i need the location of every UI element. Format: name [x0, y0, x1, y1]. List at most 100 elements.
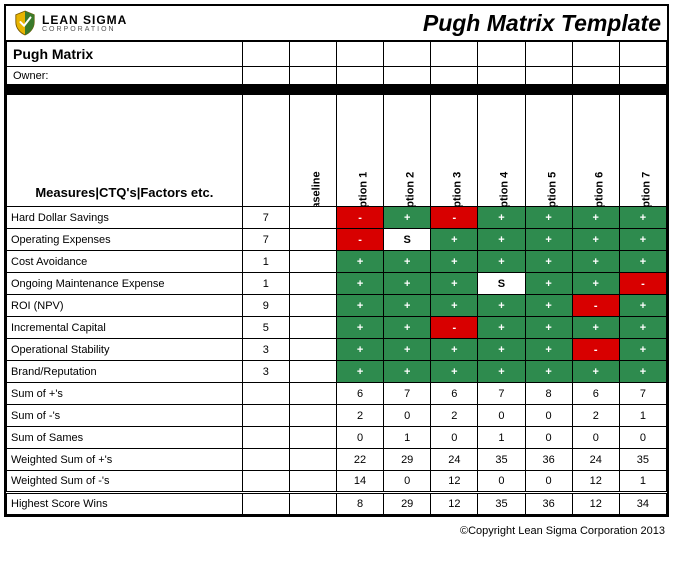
score-cell: + — [619, 229, 666, 251]
score-cell: - — [619, 273, 666, 295]
blank — [478, 67, 525, 85]
summary-value: 0 — [572, 427, 619, 449]
score-cell: + — [336, 295, 383, 317]
logo: LEAN SIGMA CORPORATION — [6, 6, 423, 40]
score-cell: + — [336, 317, 383, 339]
blank — [289, 383, 336, 405]
blank — [619, 67, 666, 85]
score-cell: + — [384, 251, 431, 273]
criteria-label: Ongoing Maintenance Expense — [7, 273, 243, 295]
summary-label: Weighted Sum of -'s — [7, 471, 243, 493]
score-cell: + — [572, 361, 619, 383]
logo-text-block: LEAN SIGMA CORPORATION — [42, 14, 127, 33]
summary-value: 7 — [384, 383, 431, 405]
score-cell: + — [619, 207, 666, 229]
score-cell: + — [525, 273, 572, 295]
final-value: 36 — [525, 493, 572, 515]
summary-value: 0 — [525, 471, 572, 493]
baseline-value — [289, 207, 336, 229]
summary-value: 14 — [336, 471, 383, 493]
criteria-label: Incremental Capital — [7, 317, 243, 339]
summary-value: 1 — [619, 405, 666, 427]
summary-value: 1 — [384, 427, 431, 449]
summary-value: 24 — [431, 449, 478, 471]
score-cell: + — [525, 251, 572, 273]
criteria-label: Cost Avoidance — [7, 251, 243, 273]
criteria-label: Operational Stability — [7, 339, 243, 361]
score-cell: - — [336, 207, 383, 229]
final-value: 12 — [431, 493, 478, 515]
score-cell: + — [525, 361, 572, 383]
final-value: 12 — [572, 493, 619, 515]
summary-value: 0 — [619, 427, 666, 449]
final-value: 35 — [478, 493, 525, 515]
summary-value: 0 — [384, 471, 431, 493]
summary-value: 7 — [619, 383, 666, 405]
score-cell: + — [525, 317, 572, 339]
importance-value: 9 — [242, 295, 289, 317]
score-cell: + — [478, 339, 525, 361]
divider — [572, 85, 619, 95]
final-value: 29 — [384, 493, 431, 515]
score-cell: - — [572, 339, 619, 361]
col-option-3: Option 3 — [431, 95, 478, 207]
score-cell: + — [572, 229, 619, 251]
summary-value: 2 — [572, 405, 619, 427]
score-cell: + — [336, 273, 383, 295]
blank — [242, 405, 289, 427]
divider — [336, 85, 383, 95]
summary-value: 12 — [431, 471, 478, 493]
score-cell: + — [384, 273, 431, 295]
summary-label: Weighted Sum of +'s — [7, 449, 243, 471]
blank — [289, 449, 336, 471]
baseline-value — [289, 361, 336, 383]
shield-icon — [14, 10, 36, 36]
blank — [242, 493, 289, 515]
summary-value: 7 — [478, 383, 525, 405]
copyright: ©Copyright Lean Sigma Corporation 2013 — [0, 521, 673, 539]
final-value: 8 — [336, 493, 383, 515]
score-cell: + — [431, 229, 478, 251]
divider — [289, 85, 336, 95]
score-cell: S — [384, 229, 431, 251]
summary-label: Sum of Sames — [7, 427, 243, 449]
section-title: Pugh Matrix — [7, 42, 243, 67]
score-cell: + — [619, 295, 666, 317]
score-cell: - — [431, 207, 478, 229]
summary-value: 0 — [336, 427, 383, 449]
importance-value: 3 — [242, 339, 289, 361]
summary-value: 0 — [384, 405, 431, 427]
baseline-value — [289, 339, 336, 361]
importance-value: 7 — [242, 207, 289, 229]
baseline-value — [289, 273, 336, 295]
summary-value: 2 — [431, 405, 478, 427]
summary-value: 36 — [525, 449, 572, 471]
score-cell: - — [431, 317, 478, 339]
divider — [431, 85, 478, 95]
importance-value: 3 — [242, 361, 289, 383]
blank — [289, 493, 336, 515]
summary-value: 2 — [336, 405, 383, 427]
summary-value: 6 — [431, 383, 478, 405]
baseline-value — [289, 251, 336, 273]
divider — [242, 85, 289, 95]
divider — [384, 85, 431, 95]
score-cell: + — [619, 361, 666, 383]
score-cell: + — [431, 361, 478, 383]
score-cell: + — [384, 295, 431, 317]
score-cell: + — [525, 339, 572, 361]
score-cell: + — [384, 317, 431, 339]
summary-value: 35 — [478, 449, 525, 471]
blank — [242, 427, 289, 449]
score-cell: + — [384, 207, 431, 229]
score-cell: + — [478, 361, 525, 383]
criteria-label: Hard Dollar Savings — [7, 207, 243, 229]
score-cell: + — [619, 339, 666, 361]
score-cell: + — [431, 251, 478, 273]
importance-value: 1 — [242, 273, 289, 295]
importance-value: 5 — [242, 317, 289, 339]
score-cell: + — [431, 295, 478, 317]
score-cell: + — [384, 361, 431, 383]
blank — [384, 67, 431, 85]
score-cell: + — [478, 251, 525, 273]
